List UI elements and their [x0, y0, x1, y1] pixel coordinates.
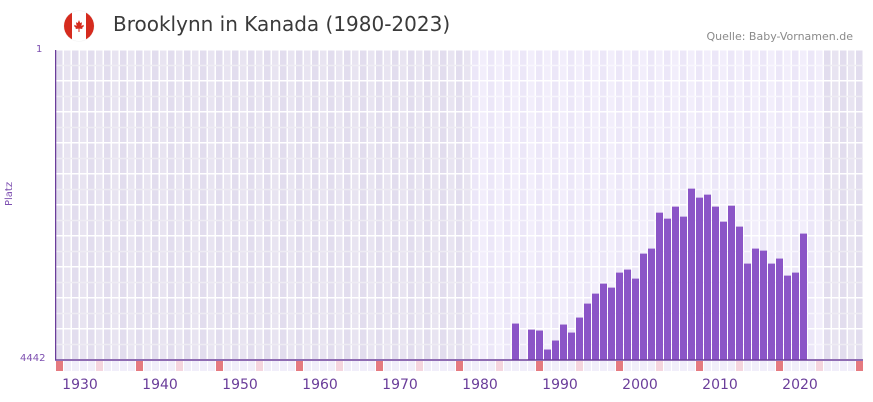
bar-2009[interactable]: [704, 194, 711, 360]
bar-1990[interactable]: [552, 340, 559, 360]
plot-area: [55, 50, 863, 371]
bar-1994[interactable]: [584, 303, 591, 360]
x-tick-2010: 2010: [702, 377, 738, 393]
bar-2014[interactable]: [744, 263, 751, 360]
bar-1999[interactable]: [624, 269, 631, 360]
bar-2008[interactable]: [696, 197, 703, 360]
bar-1985[interactable]: [512, 323, 519, 360]
bar-chart: [55, 50, 863, 371]
source-link[interactable]: Quelle: Baby-Vornamen.de: [706, 30, 853, 43]
bar-1988[interactable]: [536, 330, 543, 360]
bar-1995[interactable]: [592, 293, 599, 360]
x-tick-1950: 1950: [222, 377, 258, 393]
bar-2020[interactable]: [792, 272, 799, 360]
bar-1991[interactable]: [560, 324, 567, 360]
x-tick-1930: 1930: [62, 377, 98, 393]
bar-2011[interactable]: [720, 221, 727, 360]
canada-flag-icon: [64, 11, 94, 41]
bar-1997[interactable]: [608, 287, 615, 360]
bar-2006[interactable]: [680, 216, 687, 360]
bar-2012[interactable]: [728, 205, 735, 360]
bar-2004[interactable]: [664, 218, 671, 360]
bar-1993[interactable]: [576, 317, 583, 360]
bar-2010[interactable]: [712, 206, 719, 360]
bar-2021[interactable]: [800, 233, 807, 360]
y-tick-bottom: 4442: [20, 353, 46, 364]
bar-2015[interactable]: [752, 248, 759, 360]
bar-2003[interactable]: [656, 212, 663, 360]
bar-2002[interactable]: [648, 248, 655, 360]
bar-2018[interactable]: [776, 258, 783, 360]
x-tick-1970: 1970: [382, 377, 418, 393]
bar-2019[interactable]: [784, 275, 791, 360]
x-tick-1940: 1940: [142, 377, 178, 393]
x-tick-1960: 1960: [302, 377, 338, 393]
bar-1996[interactable]: [600, 283, 607, 360]
x-tick-1990: 1990: [542, 377, 578, 393]
bar-2016[interactable]: [760, 250, 767, 360]
bar-2001[interactable]: [640, 253, 647, 360]
x-tick-2020: 2020: [782, 377, 818, 393]
chart-title: Brooklynn in Kanada (1980-2023): [113, 12, 451, 36]
bar-1987[interactable]: [528, 329, 535, 360]
bar-2005[interactable]: [672, 206, 679, 360]
bar-2007[interactable]: [688, 188, 695, 360]
bar-2000[interactable]: [632, 278, 639, 360]
x-tick-2000: 2000: [622, 377, 658, 393]
y-tick-top: 1: [36, 44, 43, 55]
bar-1998[interactable]: [616, 272, 623, 360]
bar-1992[interactable]: [568, 332, 575, 360]
x-tick-1980: 1980: [462, 377, 498, 393]
bar-2017[interactable]: [768, 263, 775, 360]
bar-1989[interactable]: [544, 349, 551, 360]
y-axis-label: Platz: [4, 181, 15, 206]
bar-2013[interactable]: [736, 226, 743, 360]
